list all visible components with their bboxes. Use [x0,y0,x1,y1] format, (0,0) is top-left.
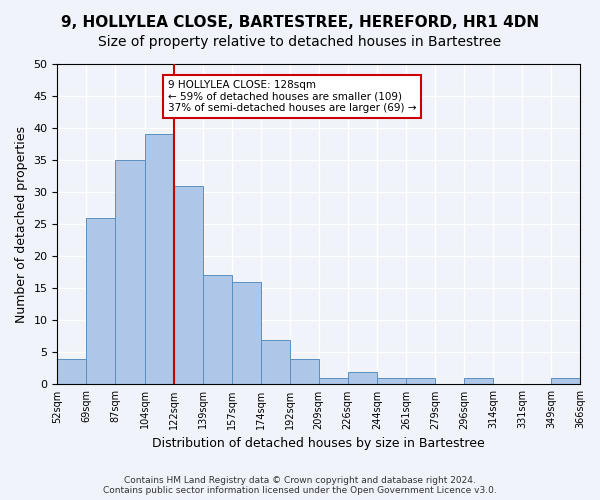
Bar [232,282,260,384]
Text: 9 HOLLYLEA CLOSE: 128sqm
← 59% of detached houses are smaller (109)
37% of semi-: 9 HOLLYLEA CLOSE: 128sqm ← 59% of detach… [168,80,416,113]
Bar [319,378,348,384]
Bar [86,218,115,384]
Bar [464,378,493,384]
Bar [377,378,406,384]
Bar [406,378,435,384]
Text: Contains HM Land Registry data © Crown copyright and database right 2024.
Contai: Contains HM Land Registry data © Crown c… [103,476,497,495]
Bar [203,276,232,384]
Bar [260,340,290,384]
Bar [290,359,319,384]
Bar [551,378,580,384]
Y-axis label: Number of detached properties: Number of detached properties [15,126,28,322]
Bar [145,134,173,384]
Bar [115,160,145,384]
Text: 9, HOLLYLEA CLOSE, BARTESTREE, HEREFORD, HR1 4DN: 9, HOLLYLEA CLOSE, BARTESTREE, HEREFORD,… [61,15,539,30]
X-axis label: Distribution of detached houses by size in Bartestree: Distribution of detached houses by size … [152,437,485,450]
Bar [348,372,377,384]
Text: Size of property relative to detached houses in Bartestree: Size of property relative to detached ho… [98,35,502,49]
Bar [173,186,203,384]
Bar [58,359,86,384]
